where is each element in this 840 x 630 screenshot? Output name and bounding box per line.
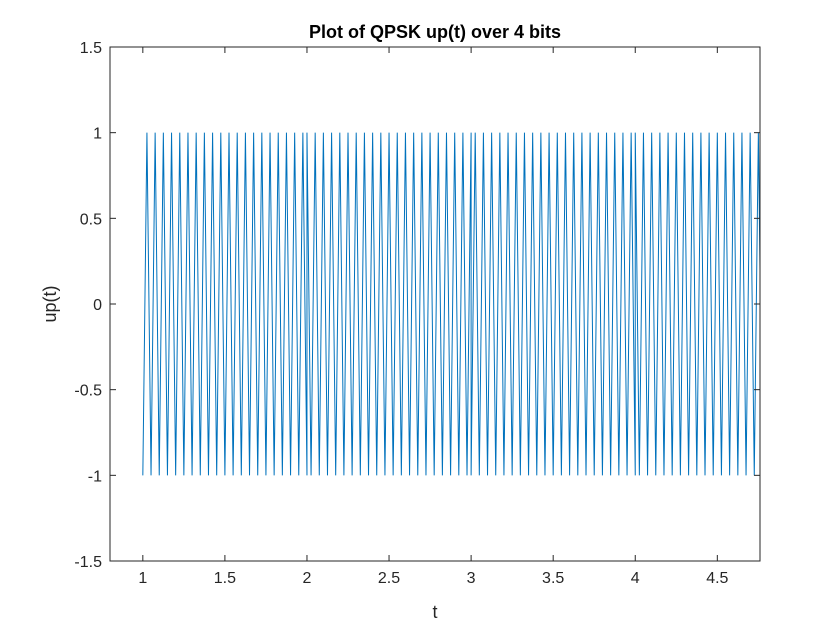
x-tick-label: 4.5: [706, 570, 728, 587]
y-tick-label: 1: [93, 126, 102, 143]
x-tick-label: 4: [631, 570, 640, 587]
y-axis-label: up(t): [40, 285, 60, 322]
y-tick-label: 1.5: [80, 40, 102, 57]
plot-background: [110, 47, 760, 561]
y-axis: -1.5 -1 -0.5 0 0.5 1 1.5: [74, 40, 760, 571]
x-tick-label: 3: [467, 570, 476, 587]
y-tick-label: 0.5: [80, 211, 102, 228]
y-tick-label: -1.5: [74, 554, 102, 571]
x-tick-label: 3.5: [542, 570, 564, 587]
y-tick-label: -1: [88, 468, 102, 485]
x-tick-label: 2.5: [378, 570, 400, 587]
y-tick-label: -0.5: [74, 383, 102, 400]
x-tick-label: 1.5: [214, 570, 236, 587]
x-tick-label: 1: [138, 570, 147, 587]
x-axis-label: t: [432, 602, 437, 622]
series-layer: [142, 132, 761, 476]
chart-title: Plot of QPSK up(t) over 4 bits: [309, 22, 561, 42]
x-tick-label: 2: [303, 570, 312, 587]
series-line: [142, 132, 761, 476]
plot-area: 1 1.5 2 2.5 3 3.5 4 4.5 -1.5 -1 -0.5 0 0.5 1 1.5: [74, 40, 761, 587]
y-tick-label: 0: [93, 297, 102, 314]
x-axis: 1 1.5 2 2.5 3 3.5 4 4.5: [138, 47, 729, 587]
